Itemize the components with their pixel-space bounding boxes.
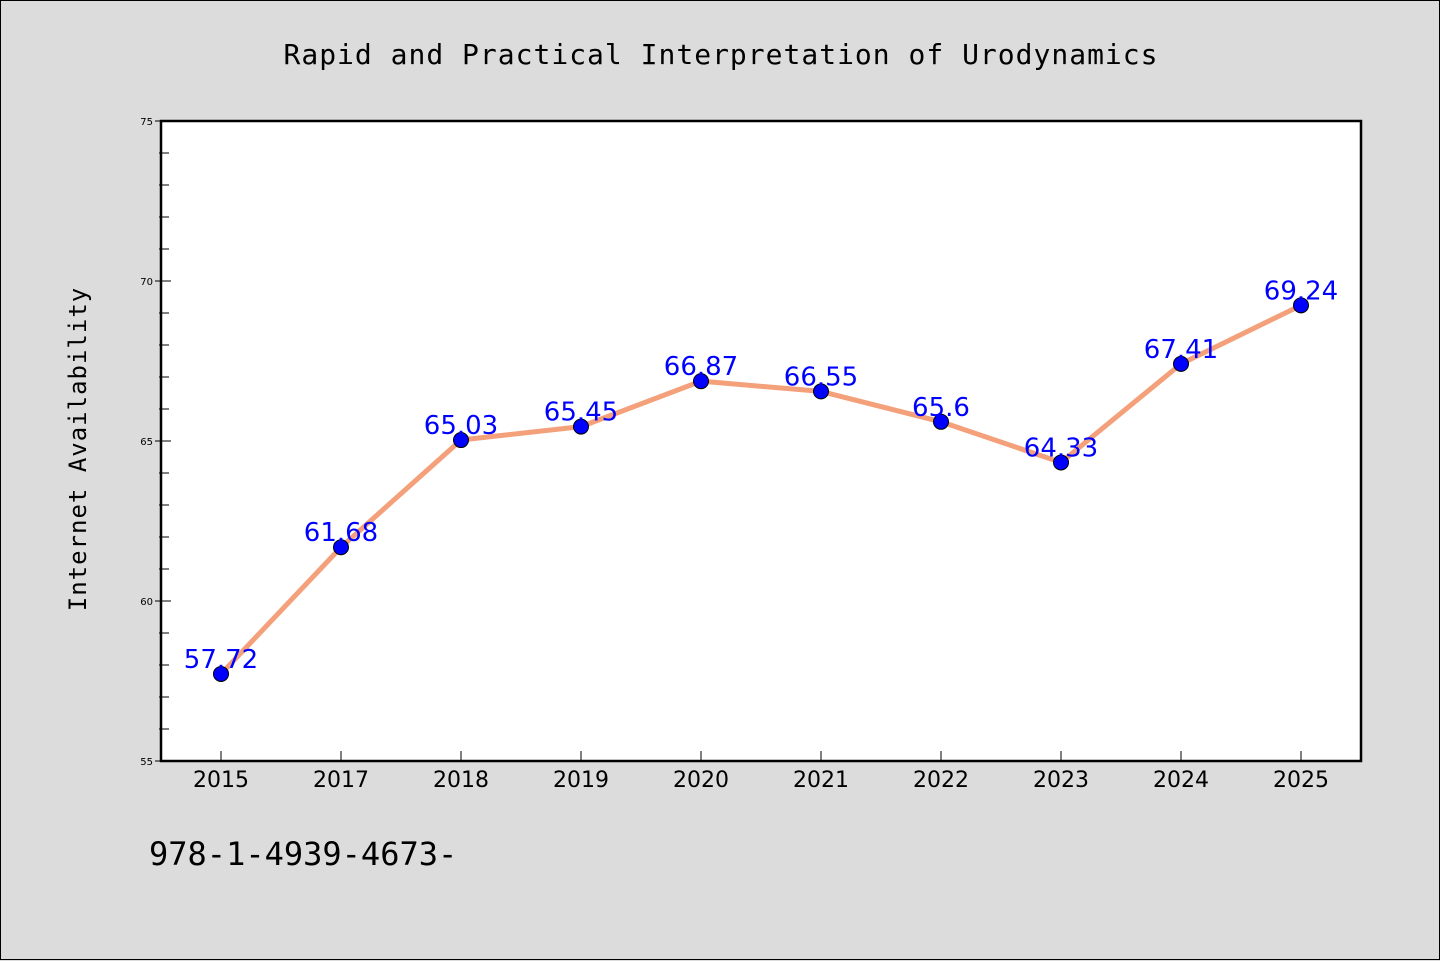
series-line-group: 57.72 61.68 65.03 65.45 66.87 66.55 65.6 64.33 6… bbox=[184, 276, 1338, 682]
x-tick-label: 2017 bbox=[313, 768, 369, 793]
y-tick-label: 60 bbox=[140, 597, 153, 608]
data-point bbox=[573, 418, 589, 435]
x-tick-label: 2015 bbox=[193, 768, 249, 793]
data-label: 64.33 bbox=[1024, 433, 1098, 463]
data-label: 65.03 bbox=[424, 411, 498, 441]
data-label: 65.6 bbox=[912, 393, 970, 423]
x-tick-label: 2022 bbox=[913, 768, 969, 793]
data-point bbox=[213, 665, 229, 682]
data-point bbox=[1173, 355, 1189, 372]
data-point bbox=[813, 383, 829, 400]
x-tick-label: 2020 bbox=[673, 768, 729, 793]
x-tick-label: 2023 bbox=[1033, 768, 1089, 793]
data-point bbox=[933, 413, 949, 430]
data-point bbox=[1293, 297, 1309, 314]
data-label: 57.72 bbox=[184, 645, 258, 675]
x-tick-label: 2018 bbox=[433, 768, 489, 793]
y-tick-label: 70 bbox=[140, 277, 153, 288]
data-point bbox=[1053, 454, 1069, 471]
data-point bbox=[333, 539, 349, 556]
y-tick-label: 65 bbox=[140, 437, 153, 448]
x-tick-label: 2025 bbox=[1273, 768, 1329, 793]
y-tick-label: 55 bbox=[140, 757, 153, 768]
x-tick-label: 2019 bbox=[553, 768, 609, 793]
x-tick-label: 2021 bbox=[793, 768, 849, 793]
data-point bbox=[453, 432, 469, 449]
y-tick-label: 75 bbox=[140, 117, 153, 128]
data-label: 66.87 bbox=[664, 352, 738, 382]
x-tick-label: 2024 bbox=[1153, 768, 1209, 793]
data-label: 67.41 bbox=[1144, 335, 1218, 365]
data-label: 66.55 bbox=[784, 362, 858, 392]
data-label: 65.45 bbox=[544, 398, 618, 428]
series-line bbox=[218, 302, 1304, 677]
x-axis: 2015 2017 2018 2019 2020 2021 2022 2023 2024 2025 bbox=[193, 751, 1329, 793]
data-label: 69.24 bbox=[1264, 276, 1338, 306]
plot-area bbox=[161, 121, 1361, 761]
chart-title: Rapid and Practical Interpretation of Ur… bbox=[283, 38, 1158, 71]
data-point bbox=[693, 373, 709, 390]
footer-isbn-text: 978-1-4939-4673- bbox=[149, 835, 457, 873]
y-axis-label: Internet Availability bbox=[64, 287, 92, 611]
data-label: 61.68 bbox=[304, 518, 378, 548]
plot-border bbox=[159, 119, 1363, 763]
